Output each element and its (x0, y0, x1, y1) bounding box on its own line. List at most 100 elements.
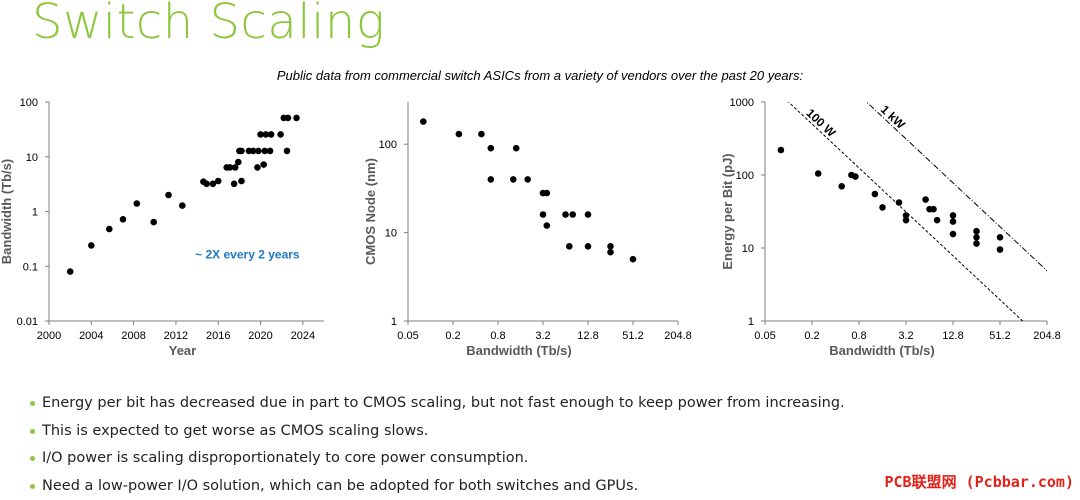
bullet-item: Energy per bit has decreased due in part… (30, 390, 845, 418)
chart1-x-tick-label: 2008 (121, 330, 145, 342)
slide-title: Switch Scaling (32, 0, 385, 50)
chart2-data-point (540, 211, 547, 218)
chart1-x-tick-label: 2020 (248, 330, 272, 342)
chart1-data-point (67, 268, 74, 275)
chart1-x-tick-label: 2016 (206, 330, 230, 342)
chart3-data-point (997, 234, 1004, 241)
chart2-data-point (488, 145, 495, 152)
chart1-trend-annotation: ~ 2X every 2 years (195, 247, 300, 261)
chart2-data-point (478, 131, 485, 138)
chart1-y-tick-label: 100 (20, 97, 38, 109)
chart1-x-tick-label: 2004 (79, 330, 103, 342)
chart3-x-tick-label: 3.2 (898, 330, 913, 342)
chart2-data-point (585, 211, 592, 218)
chart3-data-point (838, 183, 845, 190)
chart3-x-tick-label: 12.8 (942, 330, 963, 342)
chart3-data-point (778, 147, 785, 154)
chart1-data-point (120, 216, 127, 223)
chart1-data-point (255, 148, 262, 155)
chart-subtitle: Public data from commercial switch ASICs… (0, 68, 1080, 83)
chart1-data-point (254, 164, 261, 171)
bullet-item: I/O power is scaling disproportionately … (30, 445, 845, 473)
chart2-y-tick-label: 10 (385, 228, 397, 240)
chart1-data-point (150, 219, 157, 226)
chart2-data-point (488, 176, 495, 183)
chart3-x-tick-label: 0.05 (754, 330, 775, 342)
chart1-data-point (179, 202, 186, 209)
chart3-x-tick-label: 0.2 (804, 330, 819, 342)
chart1-data-point (215, 178, 222, 185)
chart1-y-tick-label: 0.01 (17, 316, 38, 328)
chart3-y-tick-label: 1000 (730, 97, 754, 109)
chart3-x-tick-label: 0.8 (851, 330, 866, 342)
chart1-x-tick-label: 2000 (37, 330, 61, 342)
watermark-text: PCB联盟网 (Pcbbar.com) (885, 471, 1075, 492)
chart3-data-point (973, 234, 980, 241)
chart2-data-point (566, 243, 573, 250)
chart3-x-tick-label: 51.2 (989, 330, 1010, 342)
chart2-data-point (544, 190, 551, 197)
chart1-y-tick-label: 1 (32, 207, 38, 219)
chart1-data-point (267, 148, 274, 155)
chart2-x-tick-label: 3.2 (535, 330, 550, 342)
chart2-data-point (607, 249, 614, 256)
chart2-x-tick-label: 0.05 (397, 330, 418, 342)
chart2-data-point (544, 222, 551, 229)
chart3-power-line-label: 1 kW (878, 102, 909, 132)
chart2-y-tick-label: 1 (391, 316, 397, 328)
chart3-data-point (950, 231, 957, 238)
chart3-y-axis-title: Energy per Bit (pJ) (720, 153, 735, 269)
chart2-data-point (607, 243, 614, 250)
chart3-data-point (815, 170, 822, 177)
chart1-data-point (268, 131, 275, 138)
chart1-data-point (293, 115, 300, 122)
chart3-data-point (997, 246, 1004, 253)
chart3-data-point (922, 196, 929, 203)
chart1-data-point (134, 200, 141, 207)
chart1-data-point (106, 226, 113, 233)
chart3-x-axis-title: Bandwidth (Tb/s) (829, 343, 934, 358)
chart3-data-point (872, 191, 879, 198)
chart2-x-tick-label: 51.2 (622, 330, 643, 342)
chart2-x-tick-label: 0.8 (490, 330, 505, 342)
chart2-data-point (569, 211, 576, 218)
chart3-y-tick-label: 1 (748, 316, 754, 328)
chart1-data-point (165, 192, 172, 199)
chart1-data-point (238, 148, 245, 155)
chart1-data-point (260, 161, 267, 168)
chart2-y-axis-title: CMOS Node (nm) (363, 158, 378, 265)
chart1-data-point (231, 181, 238, 188)
chart1-y-tick-label: 10 (26, 152, 38, 164)
chart3-x-tick-label: 204.8 (1033, 330, 1061, 342)
chart1-data-point (235, 159, 242, 166)
chart1-y-tick-label: 0.1 (23, 261, 38, 273)
chart1-data-point (203, 181, 210, 188)
chart2-data-point (630, 256, 637, 263)
chart3-data-point (896, 199, 903, 206)
chart3-y-tick-label: 100 (736, 170, 754, 182)
chart2-data-point (585, 243, 592, 250)
chart2-data-point (562, 211, 569, 218)
chart3-data-point (973, 240, 980, 247)
chart3-data-point (852, 173, 859, 180)
chart1-x-tick-label: 2012 (164, 330, 188, 342)
chart1-data-point (285, 115, 292, 122)
chart1-data-point (88, 242, 95, 249)
chart2-data-point (420, 118, 427, 125)
chart2-x-tick-label: 0.2 (445, 330, 460, 342)
chart3-data-point (934, 217, 941, 224)
chart2-data-point (524, 176, 531, 183)
chart2-data-point (513, 145, 520, 152)
chart3-data-point (973, 228, 980, 235)
chart1-data-point (277, 131, 284, 138)
chart3-data-point (950, 212, 957, 219)
chart3-data-point (903, 217, 910, 224)
chart2-data-point (456, 131, 463, 138)
chart3-y-tick-label: 10 (742, 243, 754, 255)
chart1-data-point (284, 148, 291, 155)
chart3-data-point (879, 204, 886, 211)
chart3-data-point (950, 218, 957, 225)
chart2-data-point (510, 176, 517, 183)
chart3-data-point (930, 206, 937, 213)
